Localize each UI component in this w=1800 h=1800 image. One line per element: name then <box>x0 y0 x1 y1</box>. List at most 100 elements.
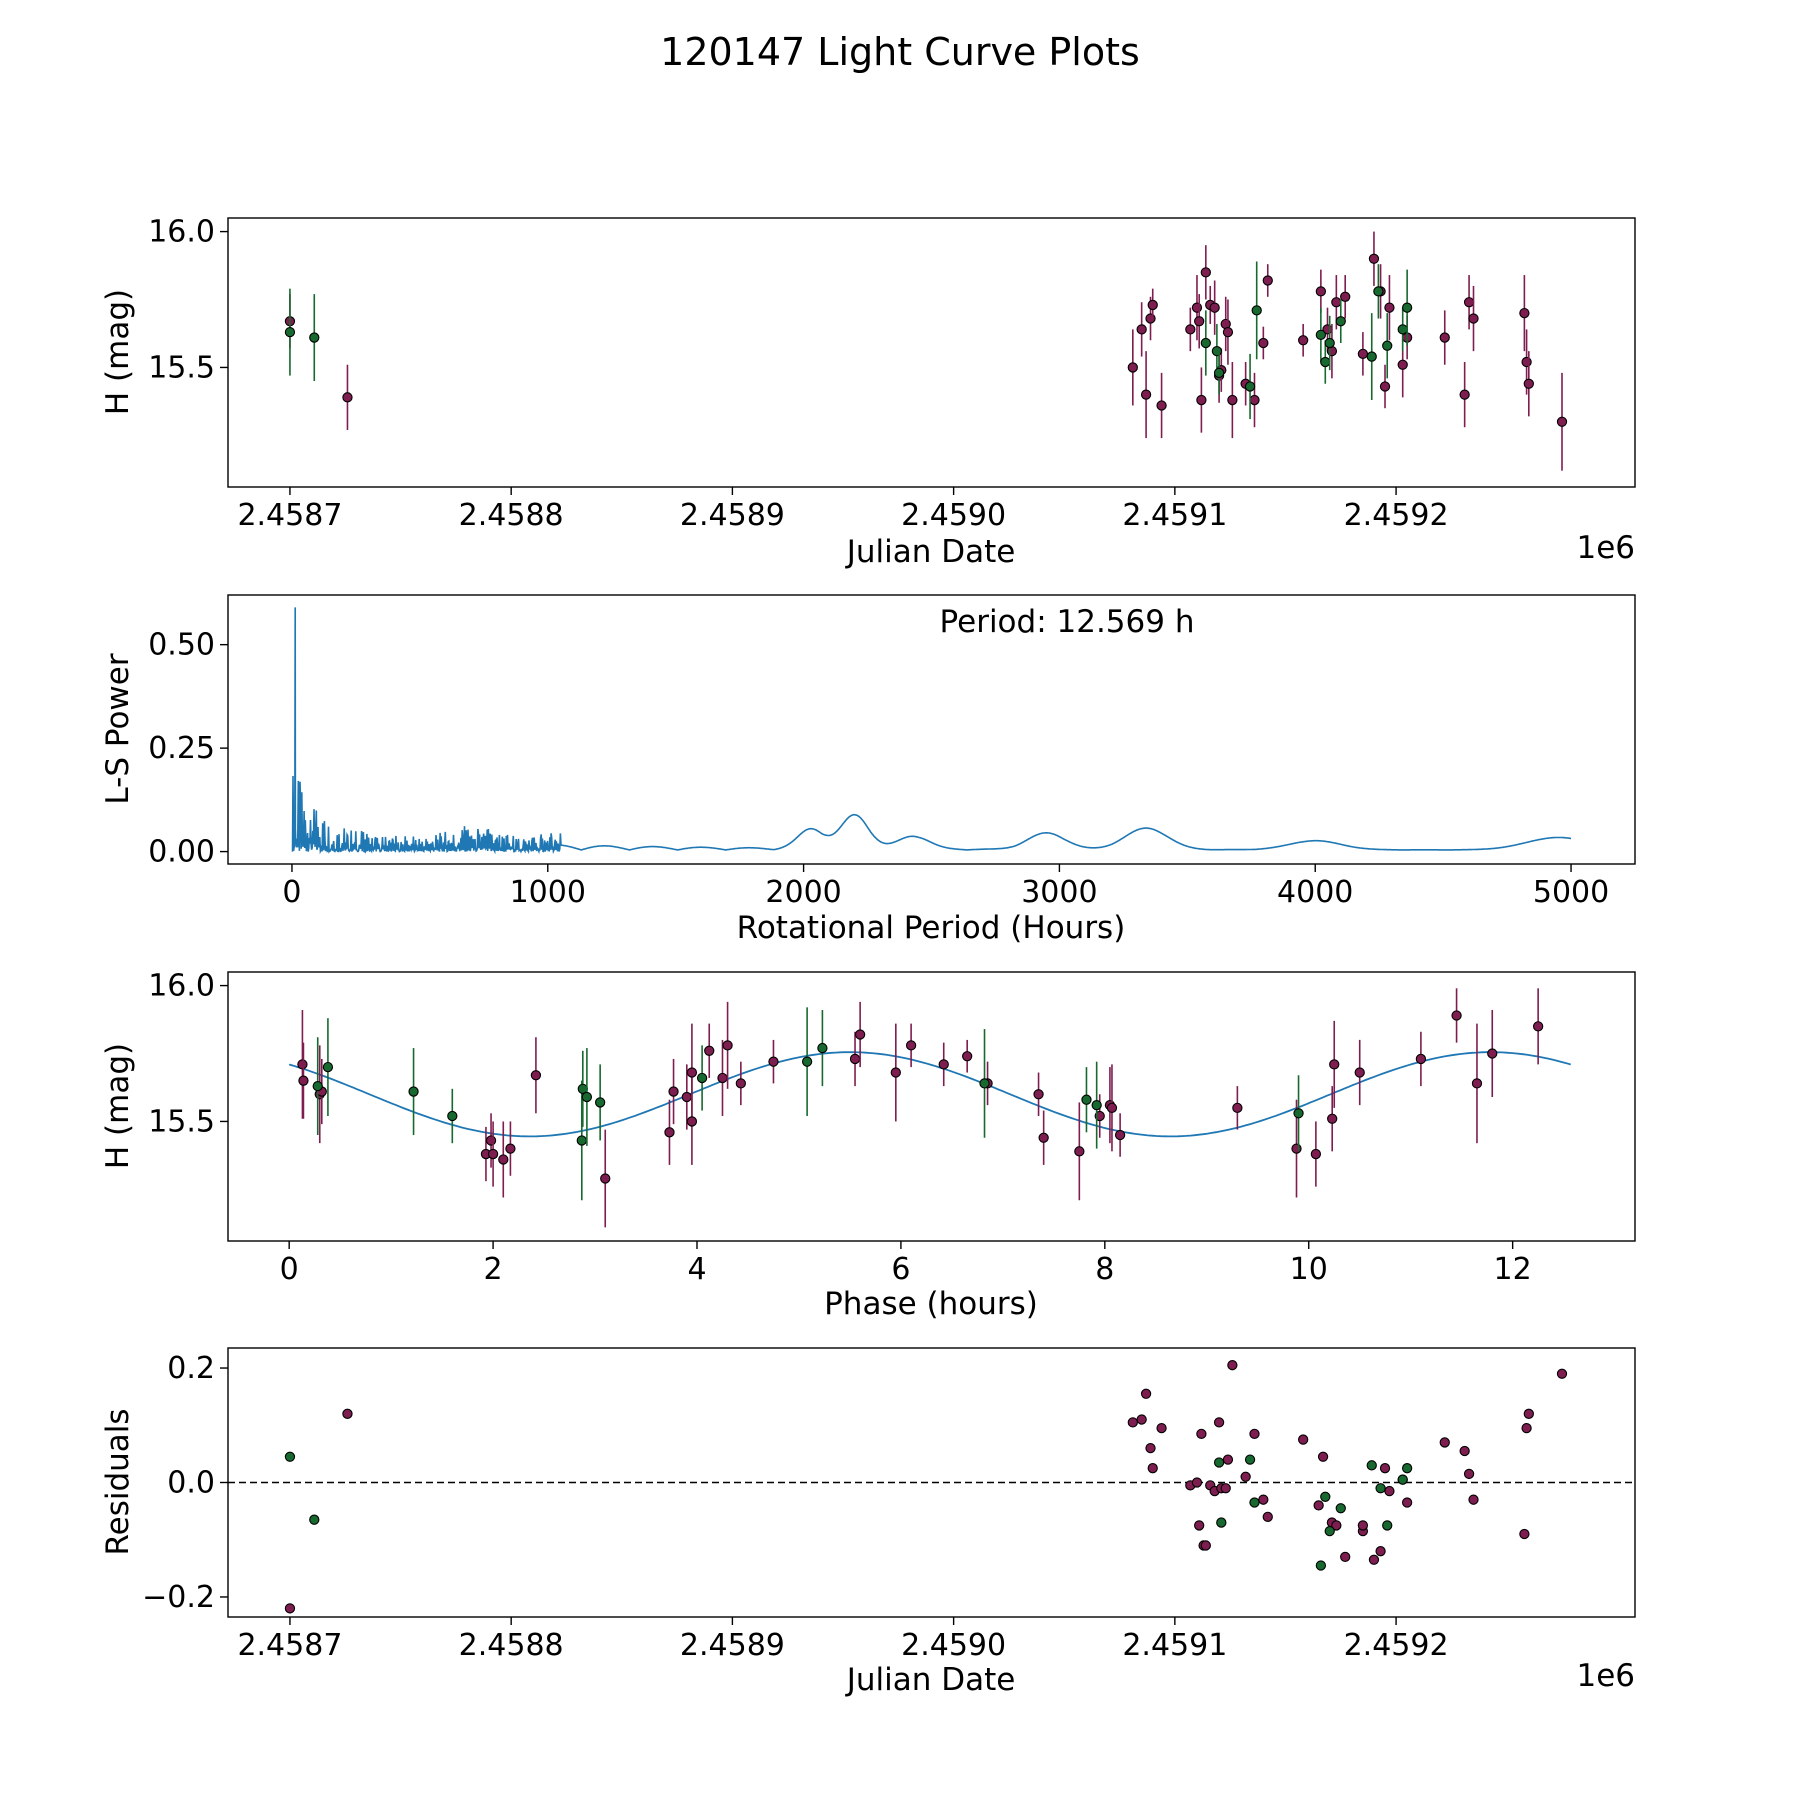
data-point <box>1136 1414 1147 1425</box>
data-point <box>1397 359 1408 370</box>
periodogram-line <box>291 607 1571 855</box>
data-point <box>1335 316 1346 327</box>
data-point <box>1382 1520 1393 1531</box>
data-point <box>309 332 320 343</box>
data-point <box>1298 1434 1309 1445</box>
data-point <box>1401 1497 1413 1508</box>
data-point <box>1249 1428 1260 1440</box>
residuals-offset-label: 1e6 <box>1576 1658 1635 1694</box>
data-point <box>1468 1494 1479 1505</box>
data-point <box>1213 1417 1225 1428</box>
x-tick-label: 2.4587 <box>237 1628 342 1663</box>
data-point <box>1185 324 1196 335</box>
data-point <box>1487 1048 1498 1059</box>
data-point <box>1291 1143 1302 1154</box>
data-point <box>1114 1129 1126 1141</box>
data-point <box>1451 1010 1462 1021</box>
y-tick-label: 0.25 <box>148 731 215 766</box>
data-point <box>1368 1554 1380 1565</box>
data-point <box>1298 335 1309 346</box>
x-tick-label: 1000 <box>510 875 586 910</box>
data-point <box>722 1040 733 1051</box>
x-tick-label: 5000 <box>1533 875 1609 910</box>
data-point <box>1320 1491 1331 1502</box>
residuals-ylabel: Residuals <box>100 1408 136 1555</box>
data-point <box>1038 1132 1049 1143</box>
data-point <box>600 1173 611 1184</box>
data-point <box>668 1086 679 1097</box>
data-point <box>704 1045 715 1056</box>
data-point <box>1329 1059 1340 1070</box>
data-point <box>1382 340 1393 351</box>
data-point <box>1156 400 1167 411</box>
x-tick-label: 2.4588 <box>459 498 564 533</box>
x-tick-label: 2 <box>484 1252 503 1287</box>
data-point <box>1357 1520 1369 1531</box>
data-point <box>1200 267 1211 278</box>
data-point <box>1127 1417 1138 1428</box>
data-point <box>1324 337 1335 349</box>
x-tick-label: 8 <box>1095 1252 1114 1287</box>
lightcurve-ylabel: H (mag) <box>100 289 136 415</box>
x-tick-label: 4 <box>687 1252 706 1287</box>
data-point <box>1401 1463 1413 1474</box>
data-point <box>1106 1102 1118 1114</box>
x-tick-label: 12 <box>1494 1252 1532 1287</box>
data-point <box>1459 1445 1470 1457</box>
data-point <box>1262 275 1273 286</box>
data-point <box>1315 329 1327 340</box>
data-point <box>1140 389 1152 400</box>
data-point <box>1463 297 1475 308</box>
data-point <box>1439 332 1450 343</box>
data-point <box>1310 1148 1322 1160</box>
data-point <box>696 1072 708 1084</box>
data-point <box>342 1408 353 1419</box>
data-point <box>1156 1422 1167 1434</box>
x-tick-label: 2000 <box>765 875 841 910</box>
data-point <box>1320 356 1331 368</box>
lightcurve-offset-label: 1e6 <box>1576 530 1635 566</box>
data-point <box>1194 1520 1205 1531</box>
data-point <box>322 1061 334 1073</box>
data-point <box>487 1148 499 1160</box>
data-point <box>1220 1483 1231 1494</box>
data-point <box>686 1116 698 1127</box>
data-point <box>1373 286 1384 297</box>
page-title: 120147 Light Curve Plots <box>660 30 1140 74</box>
y-tick-label: 15.5 <box>148 1104 215 1139</box>
data-point <box>1340 1551 1351 1563</box>
data-point <box>1227 1360 1238 1371</box>
data-point <box>1459 389 1470 400</box>
data-point <box>801 1056 813 1067</box>
data-point <box>594 1097 606 1108</box>
data-point <box>1324 1525 1335 1537</box>
data-point <box>1200 1540 1211 1551</box>
data-point <box>1340 291 1351 302</box>
x-tick-label: 3000 <box>1021 875 1097 910</box>
data-point <box>681 1091 692 1103</box>
data-point <box>1251 305 1262 316</box>
data-point <box>1140 1388 1152 1399</box>
data-point <box>485 1135 497 1146</box>
data-point <box>962 1051 973 1062</box>
data-point <box>717 1072 728 1084</box>
data-point <box>284 1451 296 1462</box>
data-point <box>1354 1067 1365 1078</box>
periodogram-xlabel: Rotational Period (Hours) <box>737 910 1126 946</box>
data-point <box>1317 1451 1329 1462</box>
x-tick-label: 2.4587 <box>237 498 342 533</box>
data-point <box>298 1075 309 1086</box>
residuals-panel: 2.4587 2.4588 2.4589 2.4590 2.4591 2.4592 −0.2… <box>100 1347 1636 1698</box>
x-tick-label: 2.4591 <box>1122 498 1227 533</box>
x-tick-label: 2.4589 <box>680 498 785 533</box>
phased-ylabel: H (mag) <box>100 1043 136 1169</box>
data-point <box>1384 302 1395 313</box>
data-point <box>530 1070 542 1081</box>
data-point <box>1519 1528 1530 1540</box>
data-point <box>581 1091 593 1103</box>
data-point <box>1240 1471 1251 1482</box>
data-point <box>1136 324 1147 335</box>
data-point <box>1249 394 1260 406</box>
data-point <box>1368 253 1380 264</box>
data-point <box>1222 326 1234 338</box>
